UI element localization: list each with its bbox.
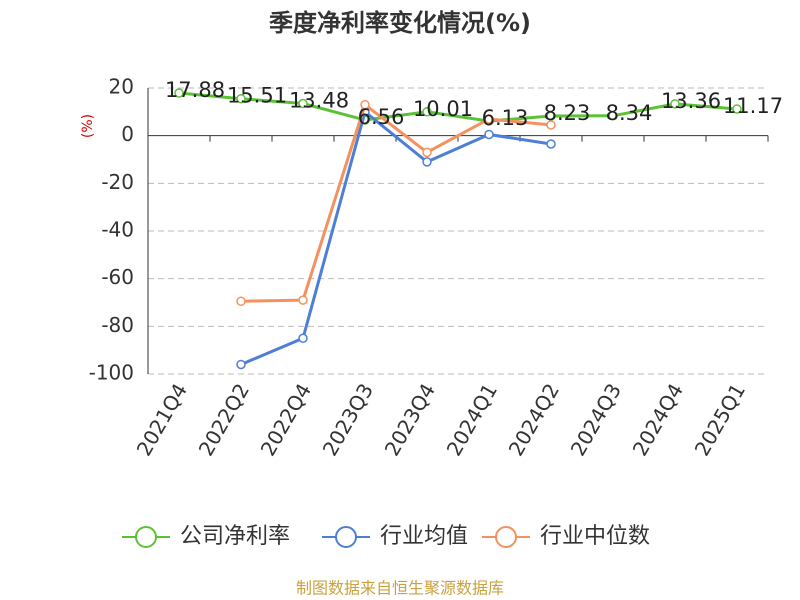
x-tick-label: 2023Q4 (380, 379, 440, 460)
data-point (732, 104, 742, 114)
data-point (608, 111, 618, 121)
data-point (670, 99, 680, 109)
data-label: 17.88 (165, 78, 225, 102)
data-point (298, 98, 308, 109)
data-point (236, 296, 246, 307)
x-tick-label: 2021Q4 (132, 379, 192, 460)
x-tick-label: 2024Q1 (442, 379, 502, 460)
data-point (174, 88, 184, 98)
y-tick-label: -80 (101, 313, 134, 337)
data-label: 11.17 (723, 94, 783, 118)
data-label: 10.01 (413, 97, 473, 121)
data-point (484, 129, 494, 140)
x-tick-label: 2022Q4 (256, 379, 316, 460)
series-line (178, 91, 738, 123)
legend-marker (135, 526, 157, 548)
y-tick-label: -100 (89, 361, 134, 385)
legend-label: 公司净利率 (180, 524, 290, 549)
data-label: 13.36 (661, 89, 721, 113)
data-point (298, 295, 308, 305)
data-label: 15.51 (227, 84, 287, 108)
data-label: 8.23 (544, 101, 591, 125)
x-tick-label: 2022Q2 (194, 379, 254, 460)
legend-label: 行业中位数 (540, 524, 650, 549)
y-tick-label: -60 (101, 265, 134, 289)
y-tick-label: 0 (121, 122, 134, 146)
y-tick-label: -20 (101, 170, 134, 194)
y-tick-label: -40 (101, 218, 134, 242)
data-point (360, 99, 370, 110)
legend-marker (335, 526, 357, 548)
data-point (422, 147, 432, 158)
data-point (546, 120, 556, 130)
data-point (546, 139, 556, 149)
data-label: 6.56 (358, 105, 405, 129)
data-point (236, 359, 246, 370)
series-line (240, 109, 552, 366)
source-note: 制图数据来自恒生聚源数据库 (296, 579, 504, 598)
x-tick-label: 2024Q4 (628, 379, 688, 460)
y-tick-label: 20 (109, 75, 134, 99)
x-tick-label: 2024Q3 (566, 379, 626, 460)
chart-title: 季度净利率变化情况(%) (269, 9, 531, 37)
data-point (298, 333, 308, 343)
data-point (422, 157, 432, 167)
data-point (546, 111, 556, 121)
legend-label: 行业均值 (380, 524, 468, 549)
data-label: 6.13 (482, 106, 529, 130)
legend-marker (495, 526, 517, 548)
x-tick-label: 2024Q2 (504, 379, 564, 460)
data-point (484, 114, 494, 124)
x-tick-label: 2025Q1 (690, 379, 750, 460)
x-tick-label: 2023Q3 (318, 379, 378, 460)
series-line (240, 102, 552, 303)
data-label: 13.48 (289, 89, 349, 113)
data-point (422, 107, 432, 117)
data-label: 8.34 (606, 101, 653, 125)
y-axis-label: (%) (80, 114, 96, 138)
data-point (236, 93, 246, 104)
